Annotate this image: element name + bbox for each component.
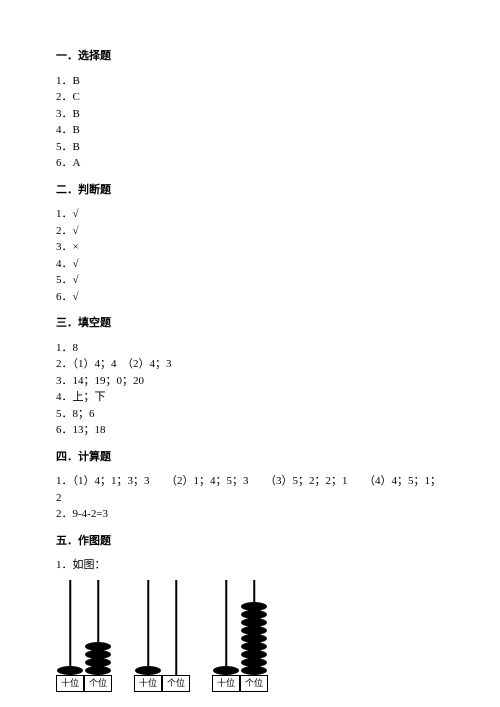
rod-visual — [162, 580, 190, 675]
section-3: 三．填空题 1．8 2．（1）4；4 （2）4；3 3．14；19；0；20 4… — [56, 315, 444, 439]
section-4: 四．计算题 1．（1）4；1；3；3 （2）1；4；5；3 （3）5；2；2；1… — [56, 449, 444, 523]
s2-item: 3．× — [56, 239, 444, 256]
abacus: 十位个位 — [56, 580, 112, 693]
s1-item: 1．B — [56, 73, 444, 90]
section-2: 二．判断题 1．√ 2．√ 3．× 4．√ 5．√ 6．√ — [56, 182, 444, 306]
section-1: 一．选择题 1．B 2．C 3．B 4．B 5．B 6．A — [56, 48, 444, 172]
s3-item: 1．8 — [56, 340, 444, 357]
rod-label: 十位 — [212, 675, 240, 693]
rod-visual — [84, 580, 112, 675]
abacus-row: 十位个位十位个位十位个位 — [56, 580, 444, 693]
rod-line — [147, 580, 149, 675]
rod-visual — [212, 580, 240, 675]
abacus-rod: 个位 — [162, 580, 190, 693]
s4-item: 1．（1）4；1；3；3 （2）1；4；5；3 （3）5；2；2；1 （4）4；… — [56, 473, 444, 506]
abacus: 十位个位 — [212, 580, 268, 693]
rod-label: 个位 — [162, 675, 190, 693]
bead — [135, 666, 161, 675]
abacus-rod: 个位 — [84, 580, 112, 693]
abacus-rod: 十位 — [212, 580, 240, 693]
abacus: 十位个位 — [134, 580, 190, 693]
s2-item: 6．√ — [56, 289, 444, 306]
s3-item: 5．8；6 — [56, 406, 444, 423]
s1-item: 3．B — [56, 106, 444, 123]
section-5-title: 五．作图题 — [56, 533, 444, 550]
bead — [213, 666, 239, 675]
s1-item: 6．A — [56, 155, 444, 172]
s3-item: 4．上；下 — [56, 389, 444, 406]
rod-label: 十位 — [134, 675, 162, 693]
rod-visual — [56, 580, 84, 675]
s3-item: 2．（1）4；4 （2）4；3 — [56, 356, 444, 373]
rod-visual — [134, 580, 162, 675]
s2-item: 2．√ — [56, 223, 444, 240]
rod-label: 十位 — [56, 675, 84, 693]
s4-item: 2．9-4-2=3 — [56, 506, 444, 523]
abacus-rod: 个位 — [240, 580, 268, 693]
rod-visual — [240, 580, 268, 675]
s3-item: 3．14；19；0；20 — [56, 373, 444, 390]
rod-line — [175, 580, 177, 675]
bead — [241, 666, 267, 675]
s2-item: 4．√ — [56, 256, 444, 273]
rod-label: 个位 — [240, 675, 268, 693]
s2-item: 5．√ — [56, 272, 444, 289]
bead — [57, 666, 83, 675]
abacus-rod: 十位 — [56, 580, 84, 693]
s5-intro: 1．如图： — [56, 557, 444, 574]
page: 一．选择题 1．B 2．C 3．B 4．B 5．B 6．A 二．判断题 1．√ … — [0, 0, 500, 707]
rod-line — [69, 580, 71, 675]
s2-item: 1．√ — [56, 206, 444, 223]
section-4-title: 四．计算题 — [56, 449, 444, 466]
section-2-title: 二．判断题 — [56, 182, 444, 199]
section-5: 五．作图题 1．如图： 十位个位十位个位十位个位 — [56, 533, 444, 693]
section-3-title: 三．填空题 — [56, 315, 444, 332]
s3-item: 6．13；18 — [56, 422, 444, 439]
rod-label: 个位 — [84, 675, 112, 693]
rod-line — [225, 580, 227, 675]
bead — [85, 666, 111, 675]
abacus-rod: 十位 — [134, 580, 162, 693]
s1-item: 5．B — [56, 139, 444, 156]
s1-item: 4．B — [56, 122, 444, 139]
s1-item: 2．C — [56, 89, 444, 106]
section-1-title: 一．选择题 — [56, 48, 444, 65]
